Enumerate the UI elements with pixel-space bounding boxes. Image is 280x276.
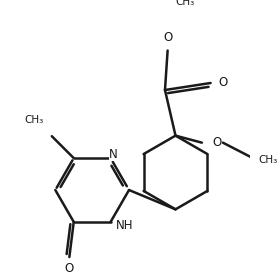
Text: CH₃: CH₃ — [258, 155, 277, 165]
Text: O: O — [218, 76, 228, 89]
Text: CH₃: CH₃ — [176, 0, 195, 7]
Text: N: N — [109, 148, 118, 161]
Text: O: O — [212, 136, 221, 149]
Text: NH: NH — [116, 219, 133, 232]
Text: O: O — [65, 262, 74, 275]
Text: CH₃: CH₃ — [25, 115, 44, 125]
Text: O: O — [163, 31, 172, 44]
